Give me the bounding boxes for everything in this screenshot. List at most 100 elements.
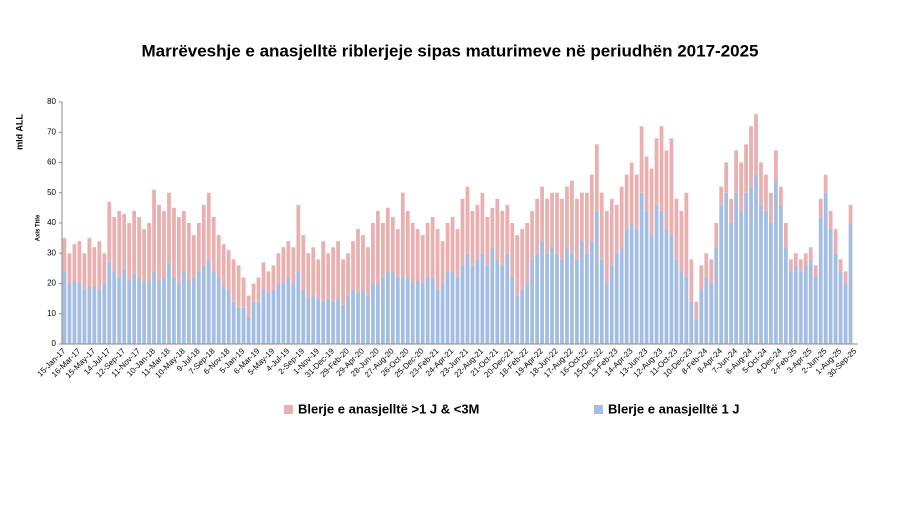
bar-segment	[361, 235, 365, 290]
bar-segment	[510, 223, 515, 278]
bar-segment	[415, 229, 420, 281]
bar-segment	[87, 286, 92, 344]
bar-segment	[719, 204, 724, 344]
bar-segment	[798, 259, 803, 272]
bar-segment	[102, 283, 107, 344]
bar-segment	[604, 283, 609, 344]
bar-segment	[515, 235, 520, 296]
bar-segment	[276, 253, 281, 284]
bar-segment	[679, 210, 684, 272]
bar-segment	[724, 192, 729, 344]
bar-segment	[67, 283, 72, 344]
bar-segment	[425, 277, 430, 344]
bar-segment	[440, 283, 445, 344]
bar-segment	[629, 223, 634, 344]
y-tick-label: 0	[52, 339, 57, 348]
bar-segment	[704, 253, 709, 278]
bar-segment	[147, 280, 151, 344]
y-tick-label: 70	[47, 127, 56, 136]
bar-segment	[261, 262, 266, 290]
bar-segment	[828, 210, 833, 230]
bar-segment	[167, 262, 171, 344]
bar-segment	[415, 280, 420, 344]
bar-segment	[276, 283, 281, 344]
bar-segment	[331, 247, 336, 302]
bar-segment	[226, 250, 231, 290]
bar-segment	[664, 229, 669, 344]
bar-segment	[754, 174, 758, 344]
bar-segment	[669, 235, 674, 344]
bar-segment	[699, 289, 704, 344]
bar-segment	[624, 229, 629, 344]
bar-segment	[72, 244, 77, 281]
bar-segment	[699, 265, 704, 290]
bar-segment	[709, 259, 714, 284]
bar-segment	[186, 223, 191, 281]
bar-segment	[634, 229, 639, 344]
y-tick-label: 80	[47, 97, 56, 106]
bar-segment	[346, 253, 350, 296]
bar-segment	[719, 186, 724, 205]
bar-segment	[644, 156, 649, 211]
bar-segment	[425, 223, 430, 278]
bar-segment	[137, 216, 142, 278]
bar-segment	[520, 289, 525, 344]
y-tick-label: 60	[47, 158, 56, 167]
bar-segment	[380, 223, 385, 278]
bar-segment	[480, 192, 485, 254]
bar-segment	[385, 271, 390, 344]
bar-segment	[147, 223, 151, 281]
bar-segment	[311, 295, 316, 344]
bar-segment	[639, 192, 644, 344]
bar-segment	[769, 223, 773, 344]
bar-segment	[624, 174, 629, 230]
bar-segment	[366, 247, 370, 296]
bar-segment	[808, 247, 813, 260]
bar-segment	[475, 259, 480, 344]
bar-segment	[72, 280, 77, 344]
bar-segment	[181, 271, 186, 344]
bar-segment	[152, 271, 156, 344]
bar-segment	[729, 223, 734, 344]
bar-segment	[420, 235, 425, 284]
bar-segment	[659, 210, 664, 344]
y-tick-label: 30	[47, 248, 56, 257]
bar-segment	[82, 289, 87, 344]
bar-segment	[107, 201, 112, 263]
legend-swatch	[594, 405, 603, 414]
bar-segment	[759, 204, 763, 344]
bar-segment	[774, 150, 778, 181]
bar-segment	[336, 298, 341, 344]
bar-segment	[823, 192, 828, 344]
bar-segment	[172, 207, 176, 278]
bar-segment	[848, 223, 853, 344]
bar-segment	[420, 283, 425, 344]
bar-segment	[306, 253, 311, 299]
bar-segment	[356, 229, 360, 293]
bar-segment	[500, 210, 505, 266]
bar-segment	[614, 204, 619, 254]
bar-segment	[739, 210, 743, 344]
bar-segment	[599, 259, 604, 344]
bar-segment	[231, 301, 236, 344]
bar-segment	[112, 271, 117, 344]
bar-segment	[296, 204, 301, 272]
bar-segment	[540, 186, 544, 242]
bar-segment	[535, 198, 540, 254]
bar-segment	[376, 210, 380, 284]
bar-segment	[490, 207, 495, 248]
bar-segment	[132, 274, 137, 344]
bar-segment	[649, 235, 654, 344]
bar-segment	[545, 198, 549, 254]
bar-segment	[634, 174, 639, 230]
bar-segment	[326, 298, 331, 344]
bar-segment	[545, 253, 549, 344]
bar-segment	[410, 283, 415, 344]
bar-segment	[754, 114, 758, 175]
bar-segment	[465, 186, 470, 254]
bar-segment	[271, 289, 276, 344]
bar-segment	[201, 265, 206, 344]
bar-segment	[689, 259, 694, 302]
bar-segment	[734, 192, 739, 344]
bar-segment	[291, 283, 296, 344]
